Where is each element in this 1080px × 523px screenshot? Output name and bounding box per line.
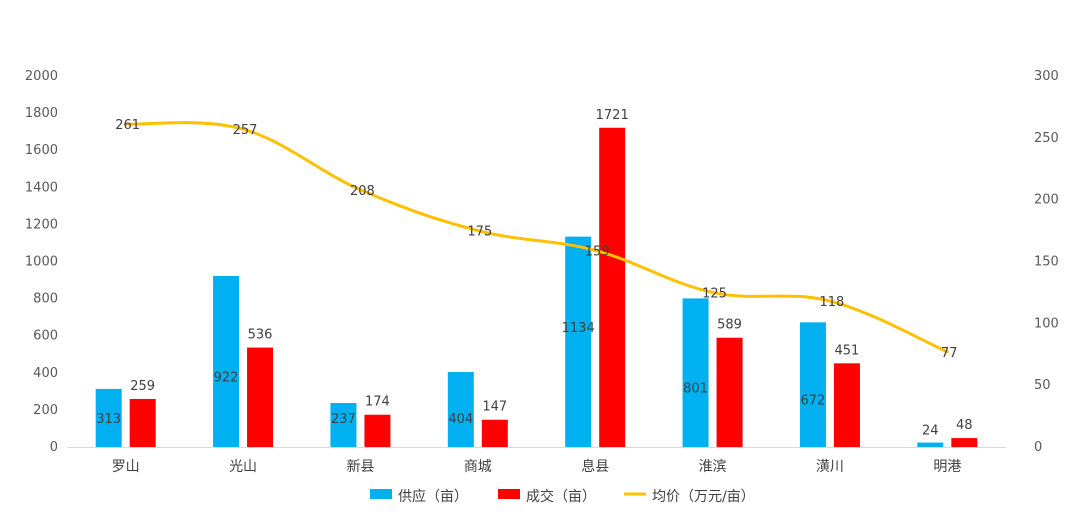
y-left-tick-label: 0 <box>50 440 58 455</box>
supply-data-label: 1134 <box>562 321 595 336</box>
y-left-tick-label: 1200 <box>25 217 58 232</box>
avg-price-data-label: 118 <box>820 295 845 310</box>
avg-price-data-label: 159 <box>585 244 610 259</box>
avg-price-data-label: 261 <box>115 118 140 133</box>
line-group <box>124 121 949 354</box>
supply-data-label: 922 <box>214 370 239 385</box>
y-left-tick-label: 400 <box>33 366 58 381</box>
supply-data-label: 672 <box>801 394 826 409</box>
supply-data-label: 24 <box>922 424 939 439</box>
deal-data-label: 451 <box>835 343 860 358</box>
supply-data-label: 313 <box>96 412 121 427</box>
supply-bar <box>917 442 944 447</box>
x-tick-label: 商城 <box>464 459 492 475</box>
deal-bar <box>247 347 274 447</box>
deal-bar <box>951 438 978 447</box>
legend: 供应（亩） 成交（亩） 均价（万元/亩） <box>370 488 755 505</box>
deal-data-label: 1721 <box>596 108 629 123</box>
x-tick-label: 息县 <box>581 458 609 475</box>
avg-price-data-label: 125 <box>702 286 727 301</box>
y-right-tick-label: 100 <box>1034 316 1059 331</box>
avg-price-data-label: 257 <box>233 123 258 138</box>
y-left-tick-label: 800 <box>33 292 58 307</box>
y-right-tick-label: 300 <box>1034 69 1059 84</box>
axes-group: 0 200 400 600 800 1000 1200 1400 1600 1800 2000 0 50… <box>25 69 1059 475</box>
y-left-tick-label: 200 <box>33 403 58 418</box>
deal-data-label: 174 <box>365 395 390 410</box>
y-right-tick-label: 0 <box>1034 440 1042 455</box>
avg-price-data-label: 175 <box>467 225 492 240</box>
deal-bar <box>129 398 156 447</box>
x-tick-label: 淮滨 <box>699 459 727 475</box>
supply-bar <box>213 275 240 447</box>
deal-data-label: 589 <box>717 318 742 333</box>
avg-price-data-label: 77 <box>941 346 958 361</box>
y-right-tick-label: 150 <box>1034 255 1059 270</box>
avg-price-line <box>124 121 949 354</box>
x-tick-label: 新县 <box>346 459 374 475</box>
deal-bar <box>599 127 626 447</box>
y-left-tick-label: 600 <box>33 329 58 344</box>
deal-bar <box>481 419 508 447</box>
y-left-tick-label: 1400 <box>25 180 58 195</box>
x-tick-label: 罗山 <box>112 459 140 475</box>
supply-data-label: 801 <box>683 382 708 397</box>
x-tick-label: 潢川 <box>816 459 844 475</box>
bars-group <box>95 127 978 447</box>
deal-data-label: 259 <box>130 379 155 394</box>
y-left-tick-label: 1000 <box>25 255 58 270</box>
y-right-tick-label: 200 <box>1034 193 1059 208</box>
supply-bar <box>565 236 592 447</box>
supply-bar <box>95 388 122 447</box>
x-tick-label: 光山 <box>229 459 257 475</box>
supply-data-label: 404 <box>448 412 473 427</box>
supply-bar <box>799 322 826 447</box>
supply-data-label: 237 <box>331 412 356 427</box>
legend-label: 成交（亩） <box>526 488 596 505</box>
deal-bar <box>833 363 860 447</box>
deal-data-label: 147 <box>482 400 507 415</box>
deal-bar <box>716 337 743 447</box>
y-right-tick-label: 50 <box>1034 378 1051 393</box>
supply-bar <box>447 372 474 447</box>
y-left-tick-label: 1800 <box>25 106 58 121</box>
legend-swatch <box>370 489 392 499</box>
deal-data-label: 536 <box>248 328 273 343</box>
supply-bar <box>682 298 709 447</box>
legend-swatch <box>498 489 520 499</box>
deal-bar <box>364 414 391 447</box>
y-right-tick-label: 250 <box>1034 131 1059 146</box>
y-left-tick-label: 1600 <box>25 143 58 158</box>
supply-bar <box>330 403 357 447</box>
data-labels-group: 313 922 237 404 1134 801 672 24 259 536 174 147 1721… <box>96 108 972 439</box>
avg-price-data-label: 208 <box>350 184 375 199</box>
y-left-tick-label: 2000 <box>25 69 58 84</box>
legend-label: 供应（亩） <box>398 488 468 505</box>
deal-data-label: 48 <box>956 418 973 433</box>
legend-label: 均价（万元/亩） <box>652 488 755 505</box>
x-tick-label: 明港 <box>933 459 961 475</box>
